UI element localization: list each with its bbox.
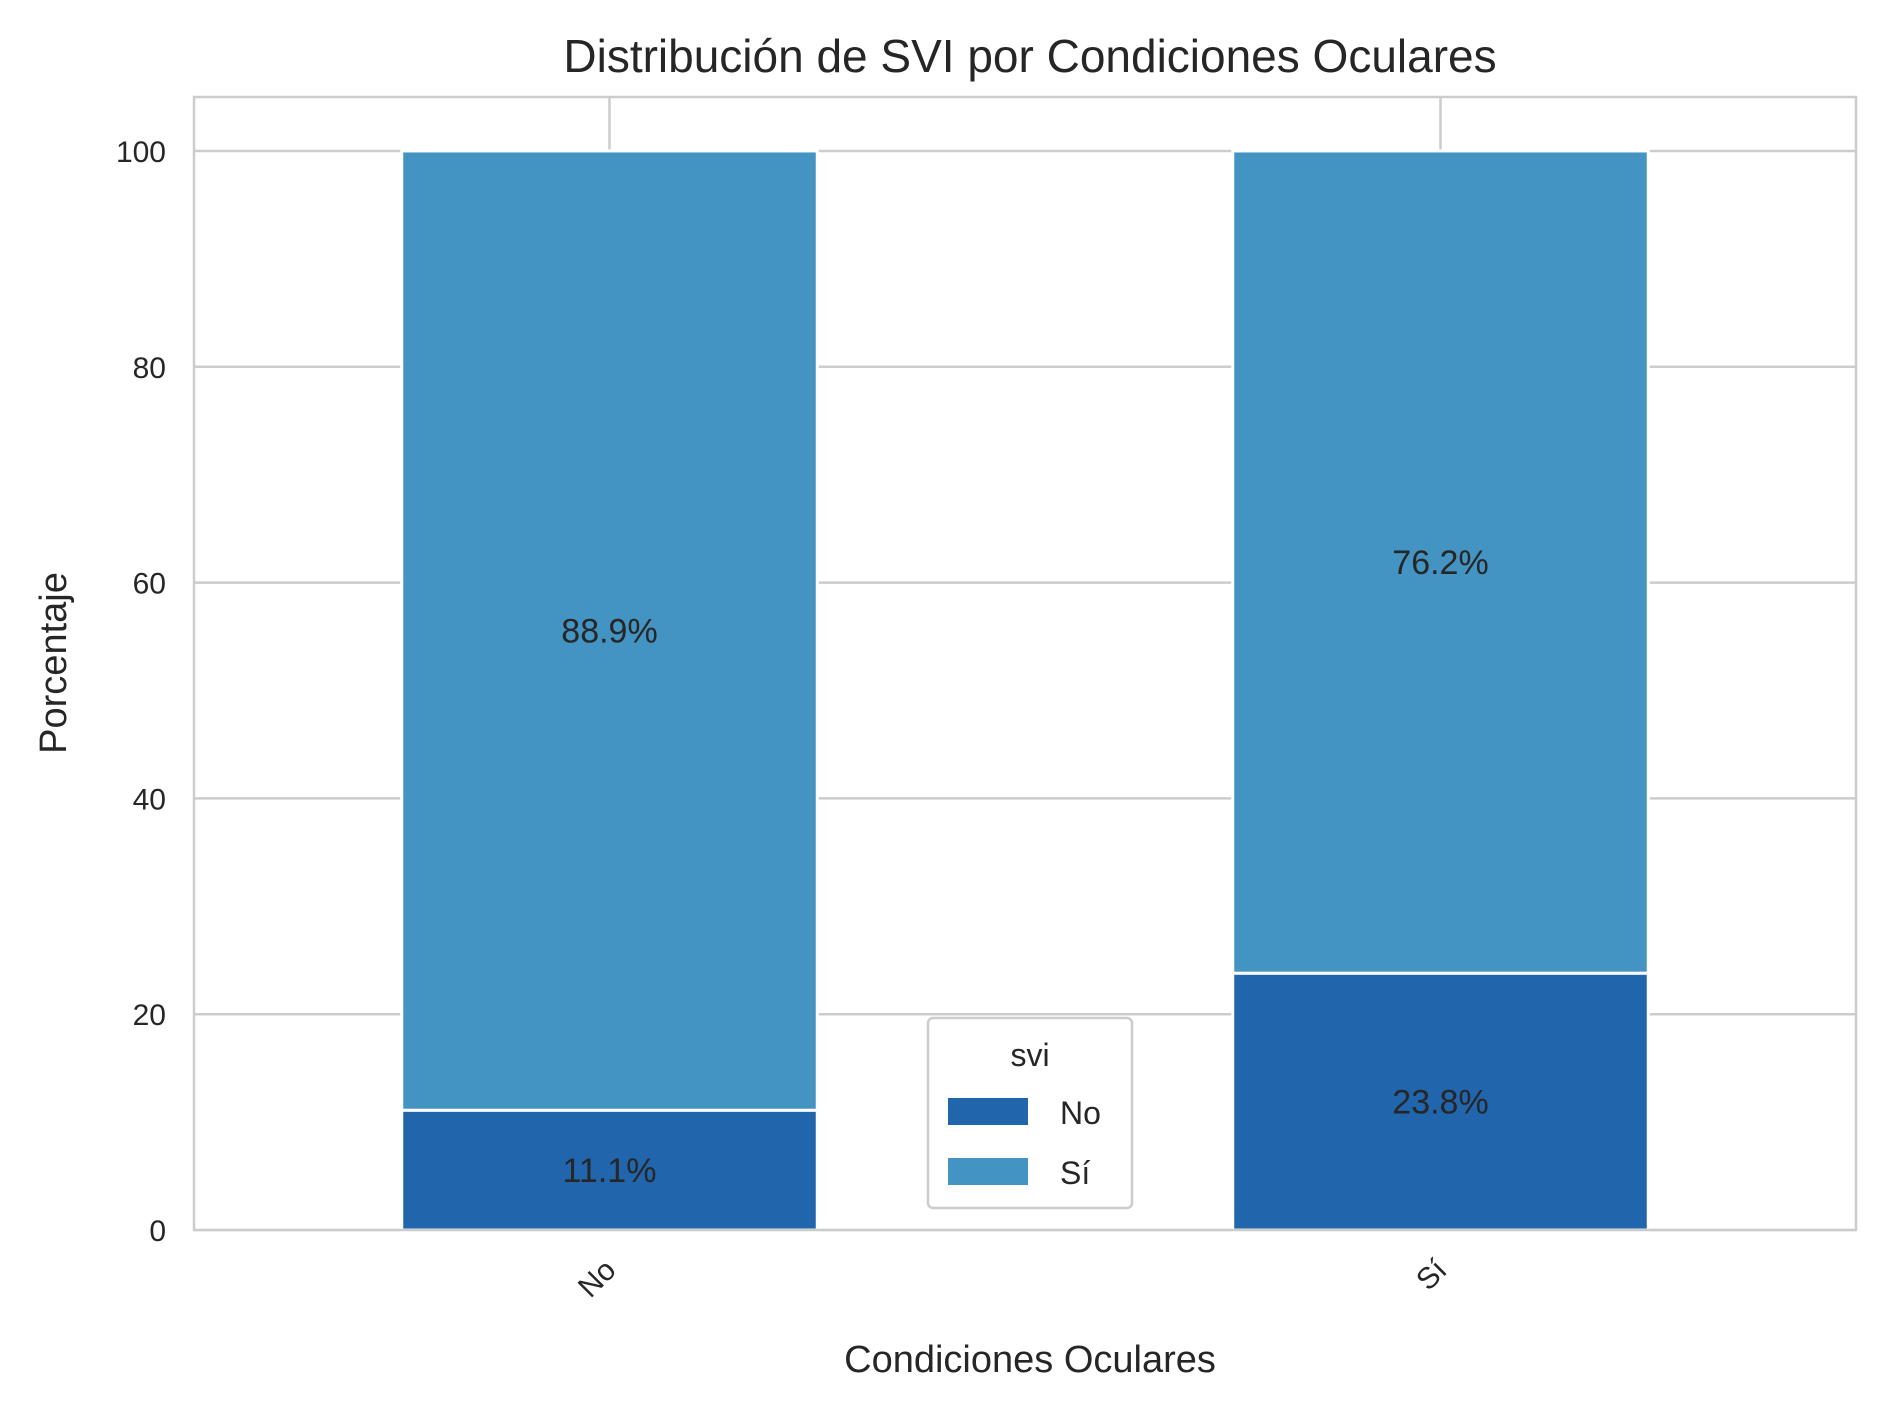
data-labels: 11.1% 88.9% 23.8% 76.2% xyxy=(561,544,1488,1190)
legend-entry-label: Sí xyxy=(1060,1155,1090,1191)
y-tick-label: 0 xyxy=(149,1215,166,1248)
x-axis-label: Condiciones Oculares xyxy=(844,1339,1216,1381)
y-tick-label: 100 xyxy=(116,136,166,169)
y-axis-ticks: 0 20 40 60 80 100 xyxy=(116,136,166,1248)
y-tick-label: 60 xyxy=(133,568,166,601)
bar-segment xyxy=(400,1108,819,1232)
legend-swatch xyxy=(948,1158,1028,1185)
y-tick-label: 20 xyxy=(133,999,166,1032)
plot-frame xyxy=(192,95,1858,1232)
legend-swatch xyxy=(948,1098,1028,1125)
y-axis-label: Porcentaje xyxy=(33,572,75,754)
legend: svi No Sí xyxy=(926,1016,1134,1210)
bar-segment xyxy=(1231,149,1650,975)
bar-value-label: 88.9% xyxy=(561,613,657,651)
y-tick-label: 40 xyxy=(133,783,166,816)
y-tick-label: 80 xyxy=(133,352,166,385)
legend-entry-label: No xyxy=(1060,1095,1101,1131)
bar-segment xyxy=(400,149,819,1112)
legend-title: svi xyxy=(1010,1037,1049,1073)
bars xyxy=(400,149,1650,1232)
bar-value-label: 11.1% xyxy=(563,1152,657,1190)
chart-title: Distribución de SVI por Condiciones Ocul… xyxy=(563,30,1496,82)
bar-value-label: 76.2% xyxy=(1392,544,1488,582)
plot-area: 11.1% 88.9% 23.8% 76.2% xyxy=(192,95,1858,1232)
bar-value-label: 23.8% xyxy=(1392,1084,1488,1122)
bar-segment xyxy=(1231,971,1650,1232)
